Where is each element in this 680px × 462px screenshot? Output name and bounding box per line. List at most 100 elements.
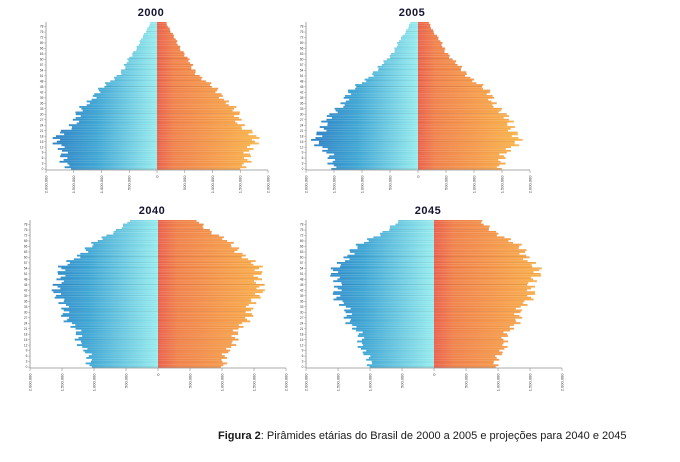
svg-text:27: 27 — [300, 316, 304, 320]
svg-text:72: 72 — [300, 234, 304, 238]
svg-text:42: 42 — [300, 90, 304, 94]
svg-text:51: 51 — [300, 272, 304, 276]
chart-title-2040: 2040 — [138, 205, 166, 217]
svg-text:33: 33 — [300, 107, 304, 111]
svg-text:48: 48 — [300, 79, 304, 83]
svg-text:2.000.000: 2.000.000 — [265, 175, 270, 194]
svg-text:39: 39 — [40, 96, 44, 100]
svg-text:500.000: 500.000 — [463, 373, 468, 388]
svg-text:24: 24 — [40, 123, 44, 127]
svg-text:24: 24 — [24, 321, 28, 325]
svg-text:15: 15 — [300, 338, 304, 342]
svg-text:72: 72 — [40, 36, 44, 40]
svg-text:3: 3 — [302, 360, 304, 364]
svg-text:66: 66 — [40, 47, 44, 51]
svg-text:9: 9 — [302, 349, 304, 353]
pyramid-plot-2040: 0369121518212427303336394245485154576063… — [24, 220, 288, 392]
svg-text:57: 57 — [300, 63, 304, 67]
svg-text:48: 48 — [24, 277, 28, 281]
svg-text:0: 0 — [42, 167, 44, 171]
svg-text:54: 54 — [300, 69, 304, 73]
svg-text:39: 39 — [300, 294, 304, 298]
svg-text:63: 63 — [24, 250, 28, 254]
svg-text:1.000.000: 1.000.000 — [367, 373, 372, 392]
svg-text:18: 18 — [24, 332, 28, 336]
svg-text:9: 9 — [302, 151, 304, 155]
svg-text:42: 42 — [300, 288, 304, 292]
svg-text:0: 0 — [415, 175, 420, 178]
svg-text:500.000: 500.000 — [187, 373, 192, 388]
svg-text:36: 36 — [40, 101, 44, 105]
svg-text:66: 66 — [24, 245, 28, 249]
svg-text:3: 3 — [302, 162, 304, 166]
svg-text:0: 0 — [154, 175, 159, 178]
svg-text:33: 33 — [300, 305, 304, 309]
svg-text:39: 39 — [24, 294, 28, 298]
svg-text:51: 51 — [300, 74, 304, 78]
svg-text:54: 54 — [24, 267, 28, 271]
svg-text:6: 6 — [26, 354, 28, 358]
svg-text:30: 30 — [300, 112, 304, 116]
svg-text:30: 30 — [40, 112, 44, 116]
svg-text:57: 57 — [24, 261, 28, 265]
svg-text:69: 69 — [24, 239, 28, 243]
svg-text:27: 27 — [24, 316, 28, 320]
svg-text:500.000: 500.000 — [123, 373, 128, 388]
svg-text:78: 78 — [300, 223, 304, 227]
svg-text:18: 18 — [300, 332, 304, 336]
pyramid-panel-2040: 2040 0 3 6 9 12 15 18 21 24 27 30 33 36 39 42 45 48 51 54 5… — [10, 204, 294, 400]
svg-text:18: 18 — [40, 134, 44, 138]
svg-text:69: 69 — [300, 239, 304, 243]
svg-text:42: 42 — [40, 90, 44, 94]
svg-text:1.500.000: 1.500.000 — [251, 373, 256, 392]
svg-text:45: 45 — [24, 283, 28, 287]
svg-text:2.000.000: 2.000.000 — [527, 175, 532, 194]
svg-text:1.000.000: 1.000.000 — [99, 175, 104, 194]
svg-text:12: 12 — [40, 145, 44, 149]
svg-text:15: 15 — [300, 140, 304, 144]
svg-text:1.500.000: 1.500.000 — [499, 175, 504, 194]
svg-text:63: 63 — [300, 250, 304, 254]
svg-text:33: 33 — [40, 107, 44, 111]
svg-text:1.000.000: 1.000.000 — [219, 373, 224, 392]
svg-text:1.500.000: 1.500.000 — [59, 373, 64, 392]
svg-text:1.500.000: 1.500.000 — [335, 373, 340, 392]
svg-text:60: 60 — [300, 58, 304, 62]
svg-text:75: 75 — [300, 30, 304, 34]
svg-text:45: 45 — [40, 85, 44, 89]
svg-text:39: 39 — [300, 96, 304, 100]
svg-text:75: 75 — [300, 228, 304, 232]
svg-text:1.000.000: 1.000.000 — [359, 175, 364, 194]
svg-text:78: 78 — [300, 25, 304, 29]
svg-text:36: 36 — [24, 299, 28, 303]
svg-text:63: 63 — [300, 52, 304, 56]
svg-text:48: 48 — [300, 277, 304, 281]
svg-text:2.000.000: 2.000.000 — [303, 373, 308, 392]
svg-text:75: 75 — [24, 228, 28, 232]
pyramid-plot-2045: 0369121518212427303336394245485154576063… — [300, 220, 564, 392]
svg-text:6: 6 — [302, 354, 304, 358]
svg-text:2.000.000: 2.000.000 — [303, 175, 308, 194]
svg-text:1.000.000: 1.000.000 — [210, 175, 215, 194]
svg-text:45: 45 — [300, 85, 304, 89]
svg-text:15: 15 — [24, 338, 28, 342]
svg-text:63: 63 — [40, 52, 44, 56]
svg-text:48: 48 — [40, 79, 44, 83]
svg-text:2.000.000: 2.000.000 — [27, 373, 32, 392]
svg-text:57: 57 — [40, 63, 44, 67]
svg-text:1.500.000: 1.500.000 — [238, 175, 243, 194]
svg-text:78: 78 — [24, 223, 28, 227]
svg-text:0: 0 — [431, 373, 436, 376]
svg-text:45: 45 — [300, 283, 304, 287]
svg-text:72: 72 — [24, 234, 28, 238]
svg-text:36: 36 — [300, 299, 304, 303]
svg-text:0: 0 — [302, 365, 304, 369]
svg-text:54: 54 — [300, 267, 304, 271]
svg-text:21: 21 — [40, 129, 44, 133]
svg-text:42: 42 — [24, 288, 28, 292]
svg-text:51: 51 — [24, 272, 28, 276]
pyramid-plot-2005: 0369121518212427303336394245485154576063… — [300, 22, 532, 194]
svg-text:66: 66 — [300, 47, 304, 51]
chart-title-2045: 2045 — [414, 205, 442, 217]
